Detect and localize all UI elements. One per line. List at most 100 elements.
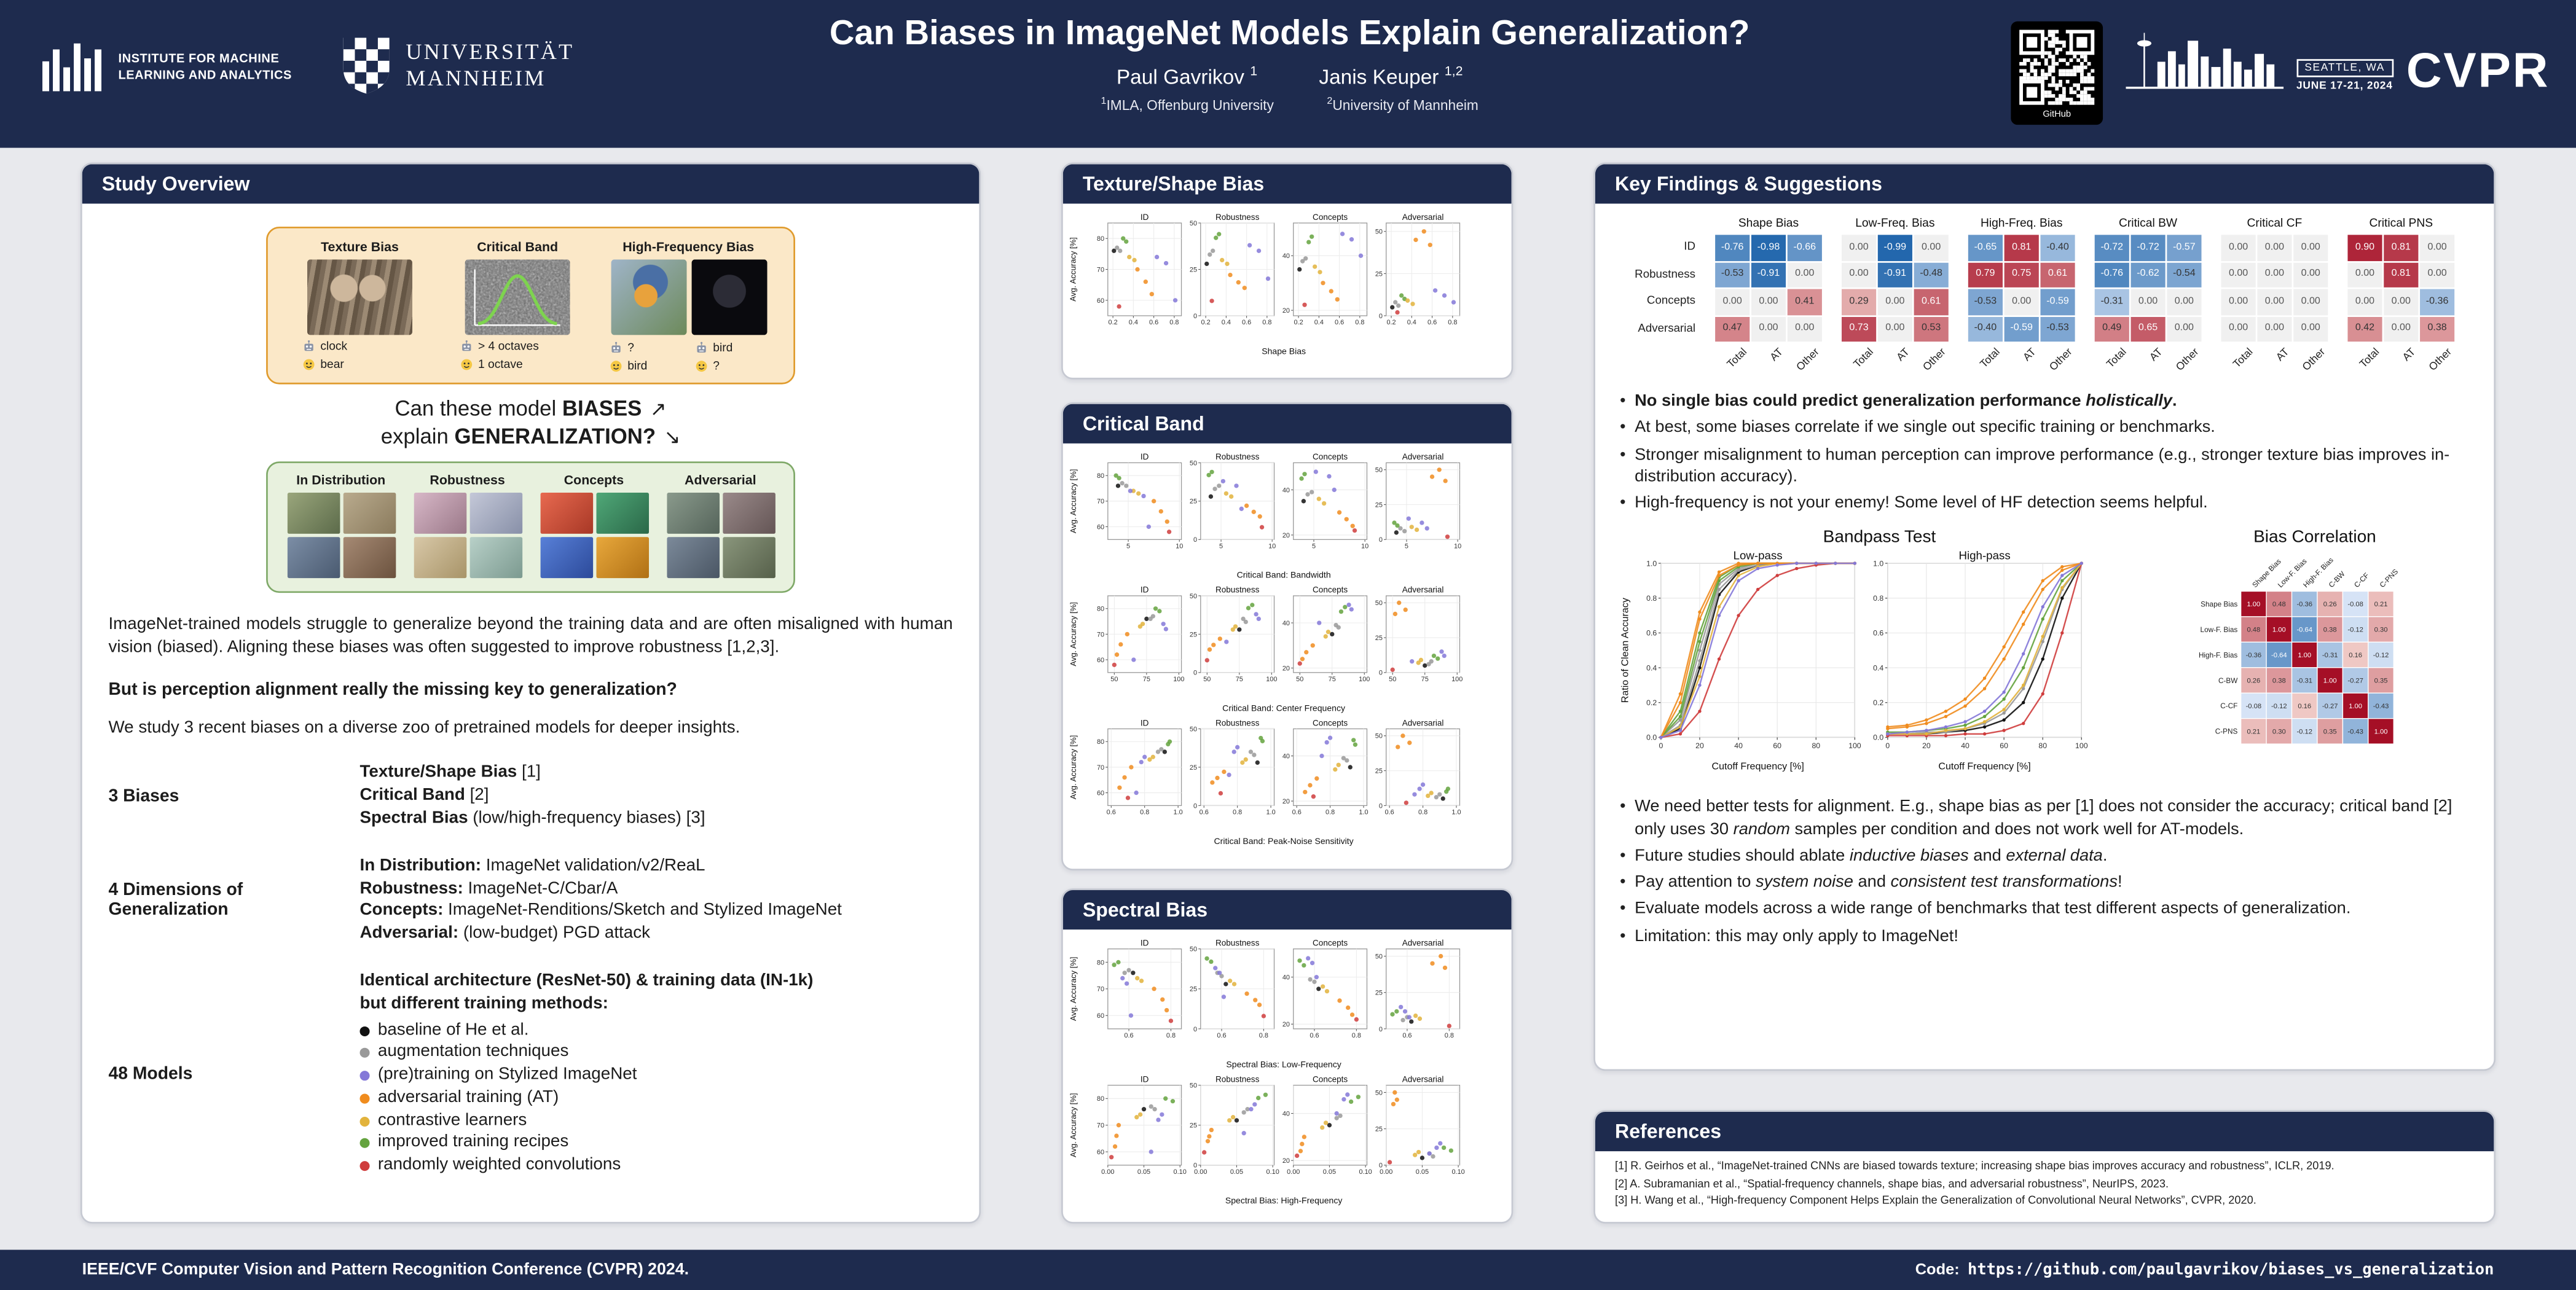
panel-title: Study Overview	[82, 164, 980, 204]
model-prediction: clock	[289, 338, 431, 353]
adversarial-collage	[666, 492, 775, 578]
svg-text:40: 40	[1282, 1110, 1290, 1117]
svg-text:0.2: 0.2	[1109, 319, 1118, 326]
svg-text:1.0: 1.0	[1451, 808, 1461, 816]
heatmap-cell: 0.00	[2221, 289, 2256, 315]
heatmap-cell: 0.61	[1914, 289, 1949, 315]
svg-text:0.26: 0.26	[2322, 601, 2336, 609]
svg-text:0.16: 0.16	[2348, 652, 2362, 660]
svg-text:ID: ID	[1141, 1074, 1149, 1084]
svg-text:0.48: 0.48	[2272, 601, 2285, 609]
svg-text:0.6: 0.6	[1385, 808, 1394, 816]
mannheim-shield-icon	[343, 37, 390, 94]
svg-text:0.05: 0.05	[1230, 1168, 1243, 1175]
heatmap-cell: -0.59	[2004, 316, 2039, 342]
table-column-label: Total	[2357, 346, 2382, 371]
bias-correlation-heatmap: Shape Bias Shape Bias Low-F. Bias Low-F. Bi…	[2159, 549, 2471, 751]
heatmap-cell: -0.36	[2420, 289, 2455, 315]
svg-text:1.00: 1.00	[2322, 678, 2336, 685]
svg-text:Concepts: Concepts	[1313, 717, 1348, 727]
svg-text:25: 25	[1375, 270, 1383, 278]
row-label-models: 48 Models	[108, 1064, 193, 1084]
heatmap-cell: 0.90	[2347, 235, 2382, 260]
svg-text:25: 25	[1190, 631, 1197, 638]
svg-text:0.2: 0.2	[1294, 319, 1303, 326]
svg-text:Adversarial: Adversarial	[1402, 213, 1444, 222]
bandpass-test-title: Bandpass Test	[1823, 527, 1936, 547]
header-bar: INSTITUTE FOR MACHINE LEARNING AND ANALY…	[0, 0, 2576, 148]
svg-text:Avg. Accuracy [%]: Avg. Accuracy [%]	[1069, 957, 1078, 1022]
github-qr-code[interactable]: GitHub	[2011, 21, 2103, 125]
svg-text:60: 60	[1097, 523, 1104, 531]
text-line: but different training methods:	[359, 995, 608, 1014]
affiliation: 2University of Mannheim	[1327, 97, 1478, 114]
robot-icon	[696, 340, 707, 353]
svg-text:25: 25	[1190, 498, 1197, 506]
legend-item: baseline of He et al.	[359, 1019, 952, 1042]
svg-text:0.0: 0.0	[1646, 733, 1657, 742]
svg-text:0.8: 0.8	[1140, 808, 1149, 816]
text-line: At best, some biases correlate if we sin…	[1618, 418, 2471, 439]
svg-text:50: 50	[1203, 675, 1211, 682]
svg-text:0.8: 0.8	[1262, 319, 1271, 326]
svg-text:20: 20	[1282, 665, 1290, 672]
panel-title: Texture/Shape Bias	[1062, 164, 1512, 204]
svg-text:1.00: 1.00	[2348, 703, 2362, 711]
svg-text:0.8: 0.8	[1448, 319, 1457, 326]
svg-text:0: 0	[1379, 536, 1383, 544]
svg-text:20: 20	[1282, 532, 1290, 539]
text-line: Robustness: ImageNet-C/Cbar/A	[359, 879, 618, 898]
svg-text:80: 80	[1097, 472, 1104, 480]
key-question: But is perception alignment really the m…	[108, 680, 677, 700]
code-url[interactable]: https://github.com/paulgavrikov/biases_v…	[1968, 1261, 2494, 1280]
bias-correlation-title: Bias Correlation	[2253, 527, 2376, 547]
svg-text:Cutoff Frequency [%]: Cutoff Frequency [%]	[1938, 761, 2030, 772]
svg-text:10: 10	[1268, 542, 1276, 550]
mannheim-logo: UNIVERSITÄT MANNHEIM	[342, 36, 574, 95]
svg-text:0.0: 0.0	[1873, 733, 1883, 742]
svg-text:0.4: 0.4	[1407, 319, 1416, 326]
svg-text:70: 70	[1097, 764, 1104, 771]
svg-text:0.4: 0.4	[1646, 664, 1657, 673]
svg-text:1.00: 1.00	[2246, 601, 2260, 609]
svg-text:Avg. Accuracy [%]: Avg. Accuracy [%]	[1069, 1093, 1078, 1157]
heatmap-cell: 0.00	[2293, 289, 2328, 315]
text-line: Evaluate models across a wide range of b…	[1618, 899, 2471, 920]
svg-text:0.8: 0.8	[1355, 319, 1364, 326]
heatmap-cell: -0.72	[2094, 235, 2129, 260]
svg-text:Robustness: Robustness	[1215, 213, 1260, 222]
text-line: Adversarial: (low-budget) PGD attack	[359, 925, 650, 944]
high-frequency-bias-example: High-Frequency Bias ?	[605, 240, 772, 373]
svg-text:25: 25	[1375, 1125, 1383, 1133]
svg-text:25: 25	[1190, 1122, 1197, 1129]
svg-text:0.38: 0.38	[2272, 678, 2285, 685]
svg-text:50: 50	[1190, 459, 1197, 467]
svg-text:Adversarial: Adversarial	[1402, 717, 1444, 727]
human-icon	[302, 358, 315, 370]
svg-text:1.0: 1.0	[1646, 560, 1657, 568]
training-methods-legend: baseline of He et al. augmentation techni…	[359, 1019, 952, 1177]
svg-text:0.05: 0.05	[1416, 1168, 1429, 1175]
texture-bias-example: Texture Bias clock bear	[289, 240, 431, 373]
svg-text:Ratio of Clean Accuracy: Ratio of Clean Accuracy	[1619, 598, 1630, 703]
svg-text:40: 40	[1961, 741, 1969, 750]
svg-text:50: 50	[1190, 725, 1197, 732]
svg-text:25: 25	[1190, 986, 1197, 993]
svg-text:40: 40	[1282, 487, 1290, 494]
text-line: Critical Band [2]	[359, 786, 489, 805]
seattle-skyline-icon	[2125, 33, 2283, 89]
table-column-label: Other	[2300, 346, 2328, 374]
code-link[interactable]: Code: https://github.com/paulgavrikov/bi…	[1915, 1261, 2494, 1279]
svg-text:Spectral Bias: High-Frequency: Spectral Bias: High-Frequency	[1225, 1195, 1342, 1205]
svg-text:Robustness: Robustness	[1215, 585, 1260, 594]
affiliations: 1IMLA, Offenburg University 2University …	[739, 97, 1840, 114]
svg-text:ID: ID	[1141, 717, 1149, 727]
title-block: Can Biases in ImageNet Models Explain Ge…	[739, 15, 1840, 114]
heatmap-cell: 0.00	[2167, 316, 2202, 342]
svg-text:Critical Band: Bandwidth: Critical Band: Bandwidth	[1237, 570, 1331, 580]
svg-text:0.6: 0.6	[1217, 1032, 1226, 1039]
svg-text:0.35: 0.35	[2373, 678, 2387, 685]
heatmap-cell: -0.99	[1877, 235, 1912, 260]
heatmap-cell: 0.00	[2221, 262, 2256, 287]
mannheim-university-name: UNIVERSITÄT MANNHEIM	[406, 40, 574, 91]
